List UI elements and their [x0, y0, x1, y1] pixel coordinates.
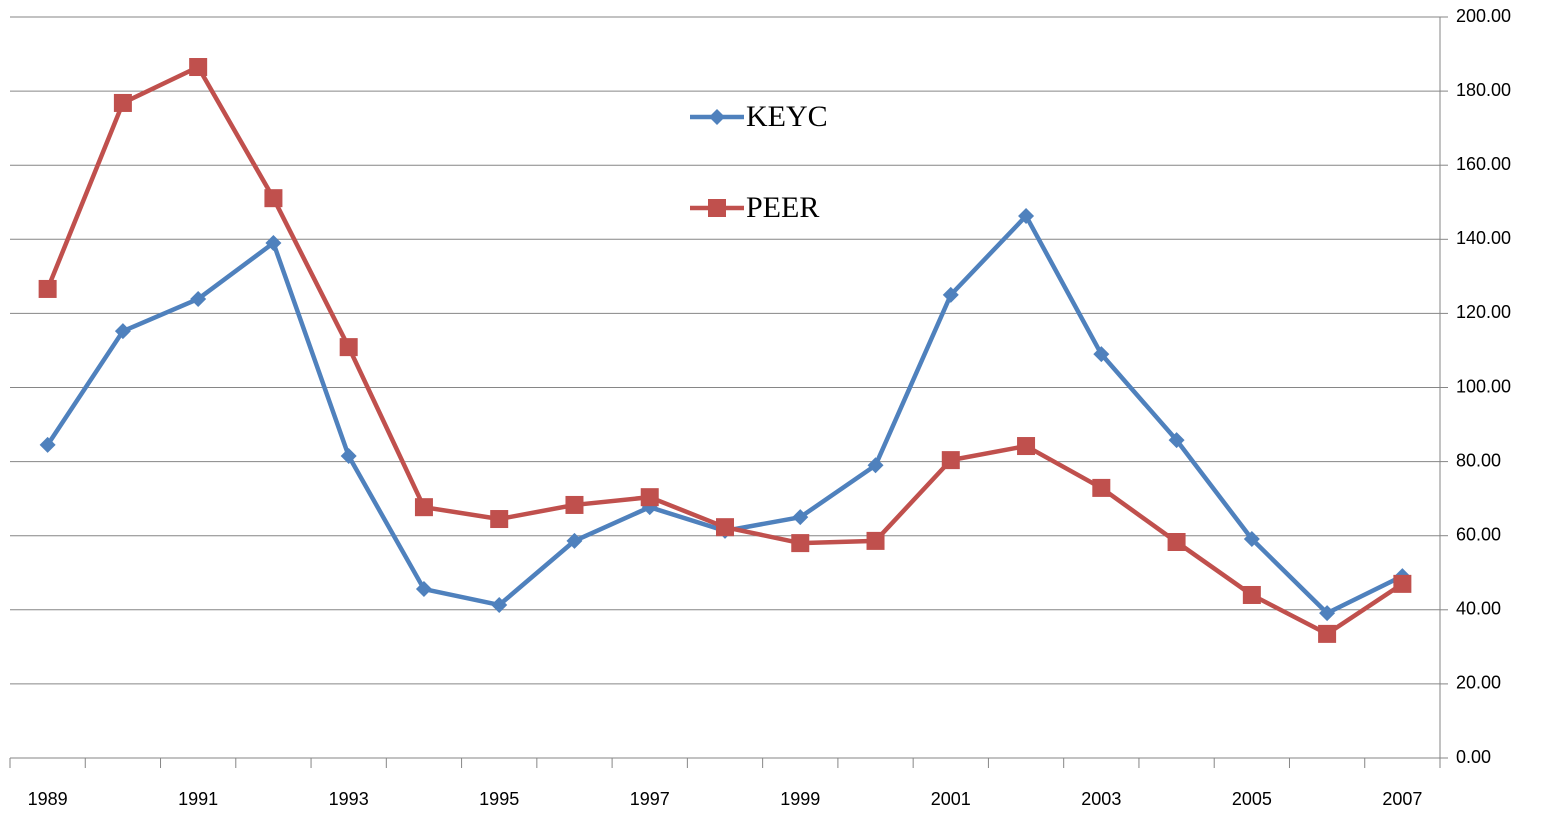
x-tick-label: 1999: [780, 789, 820, 809]
data-point: [114, 323, 131, 340]
data-point: [566, 532, 583, 549]
data-point: [1167, 532, 1186, 551]
data-point: [640, 488, 659, 507]
data-point: [265, 235, 282, 252]
data-point: [1319, 605, 1336, 622]
y-tick-label: 80.00: [1456, 450, 1501, 470]
data-point: [490, 510, 509, 529]
data-point: [1092, 478, 1111, 497]
data-point: [414, 498, 433, 517]
y-tick-label: 40.00: [1456, 599, 1501, 619]
y-tick-label: 200.00: [1456, 6, 1511, 26]
y-tick-label: 180.00: [1456, 80, 1511, 100]
legend-marker: [708, 199, 726, 217]
y-tick-label: 20.00: [1456, 673, 1501, 693]
x-tick-label: 1989: [28, 789, 68, 809]
data-point: [1168, 432, 1185, 449]
data-point: [39, 436, 56, 453]
y-tick-label: 120.00: [1456, 302, 1511, 322]
data-point: [1017, 437, 1036, 456]
data-point: [866, 531, 885, 550]
data-point: [1318, 624, 1337, 643]
data-point: [565, 495, 584, 514]
data-point: [941, 451, 960, 470]
y-tick-label: 140.00: [1456, 228, 1511, 248]
series-line: [45, 213, 1404, 616]
data-point: [867, 457, 884, 474]
y-tick-label: 60.00: [1456, 524, 1501, 544]
data-point: [791, 534, 810, 553]
y-tick-label: 160.00: [1456, 154, 1511, 174]
data-point: [716, 518, 734, 537]
series-line: [45, 64, 1404, 637]
x-tick-label: 1993: [329, 789, 369, 809]
data-point: [1243, 531, 1260, 548]
x-tick-label: 1991: [178, 789, 218, 809]
legend-marker: [709, 109, 725, 125]
data-point: [1093, 346, 1110, 363]
x-tick-label: 2005: [1232, 789, 1272, 809]
legend-label: PEER: [746, 191, 819, 224]
data-point: [491, 596, 508, 613]
data-point: [38, 279, 57, 298]
data-point: [264, 189, 283, 208]
data-point: [1018, 207, 1035, 224]
data-point: [113, 93, 132, 112]
data-point: [189, 58, 208, 77]
data-point: [415, 581, 432, 598]
y-tick-label: 100.00: [1456, 376, 1511, 396]
data-point: [792, 509, 809, 526]
data-point: [190, 290, 207, 307]
x-tick-label: 2003: [1081, 789, 1121, 809]
x-tick-label: 1997: [630, 789, 670, 809]
legend-label: KEYC: [746, 100, 828, 133]
data-point: [339, 338, 358, 357]
data-point: [1393, 574, 1412, 593]
data-point: [340, 448, 357, 465]
x-tick-label: 1995: [479, 789, 519, 809]
x-tick-label: 2001: [931, 789, 971, 809]
data-point: [942, 286, 959, 303]
x-tick-label: 2007: [1382, 789, 1422, 809]
y-tick-label: 0.00: [1456, 747, 1491, 767]
data-point: [1242, 585, 1261, 604]
